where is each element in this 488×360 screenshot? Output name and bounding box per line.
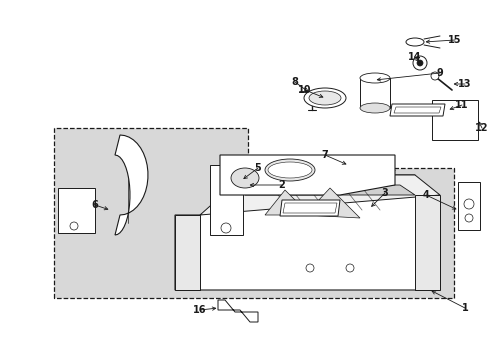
Text: 14: 14	[407, 52, 421, 62]
Circle shape	[346, 264, 353, 272]
Text: 1: 1	[461, 303, 468, 313]
Polygon shape	[305, 188, 359, 218]
Polygon shape	[264, 190, 309, 215]
Polygon shape	[457, 182, 479, 230]
Polygon shape	[283, 203, 336, 213]
Polygon shape	[175, 215, 200, 290]
Text: 8: 8	[291, 77, 298, 87]
Polygon shape	[389, 104, 444, 116]
Circle shape	[221, 223, 230, 233]
Circle shape	[463, 199, 473, 209]
Polygon shape	[200, 175, 439, 215]
Polygon shape	[244, 185, 414, 195]
Text: 4: 4	[422, 190, 428, 200]
Ellipse shape	[405, 38, 423, 46]
Polygon shape	[414, 195, 439, 290]
Circle shape	[412, 56, 426, 70]
Polygon shape	[54, 128, 453, 298]
Polygon shape	[218, 300, 258, 322]
Text: 15: 15	[447, 35, 461, 45]
Text: 2: 2	[278, 180, 285, 190]
Polygon shape	[209, 165, 243, 235]
Polygon shape	[58, 188, 95, 233]
Circle shape	[305, 264, 313, 272]
Polygon shape	[280, 200, 339, 216]
Text: 9: 9	[436, 68, 443, 78]
Text: 6: 6	[91, 200, 98, 210]
Ellipse shape	[304, 88, 346, 108]
Polygon shape	[175, 175, 439, 290]
Circle shape	[70, 222, 78, 230]
Polygon shape	[431, 100, 477, 140]
Text: 12: 12	[474, 123, 488, 133]
Polygon shape	[393, 107, 440, 113]
Text: 16: 16	[193, 305, 206, 315]
Ellipse shape	[267, 162, 311, 178]
Polygon shape	[359, 78, 389, 108]
Ellipse shape	[359, 103, 389, 113]
Text: 5: 5	[254, 163, 261, 173]
Circle shape	[416, 60, 422, 66]
Polygon shape	[220, 155, 394, 195]
Text: 7: 7	[321, 150, 328, 160]
Ellipse shape	[308, 91, 340, 105]
Ellipse shape	[264, 159, 314, 181]
Polygon shape	[115, 135, 147, 235]
Circle shape	[430, 72, 438, 80]
Ellipse shape	[359, 73, 389, 83]
Text: 3: 3	[381, 188, 387, 198]
Text: 10: 10	[298, 85, 311, 95]
Text: 13: 13	[457, 79, 471, 89]
Text: 11: 11	[454, 100, 468, 110]
Ellipse shape	[230, 168, 259, 188]
Circle shape	[464, 214, 472, 222]
